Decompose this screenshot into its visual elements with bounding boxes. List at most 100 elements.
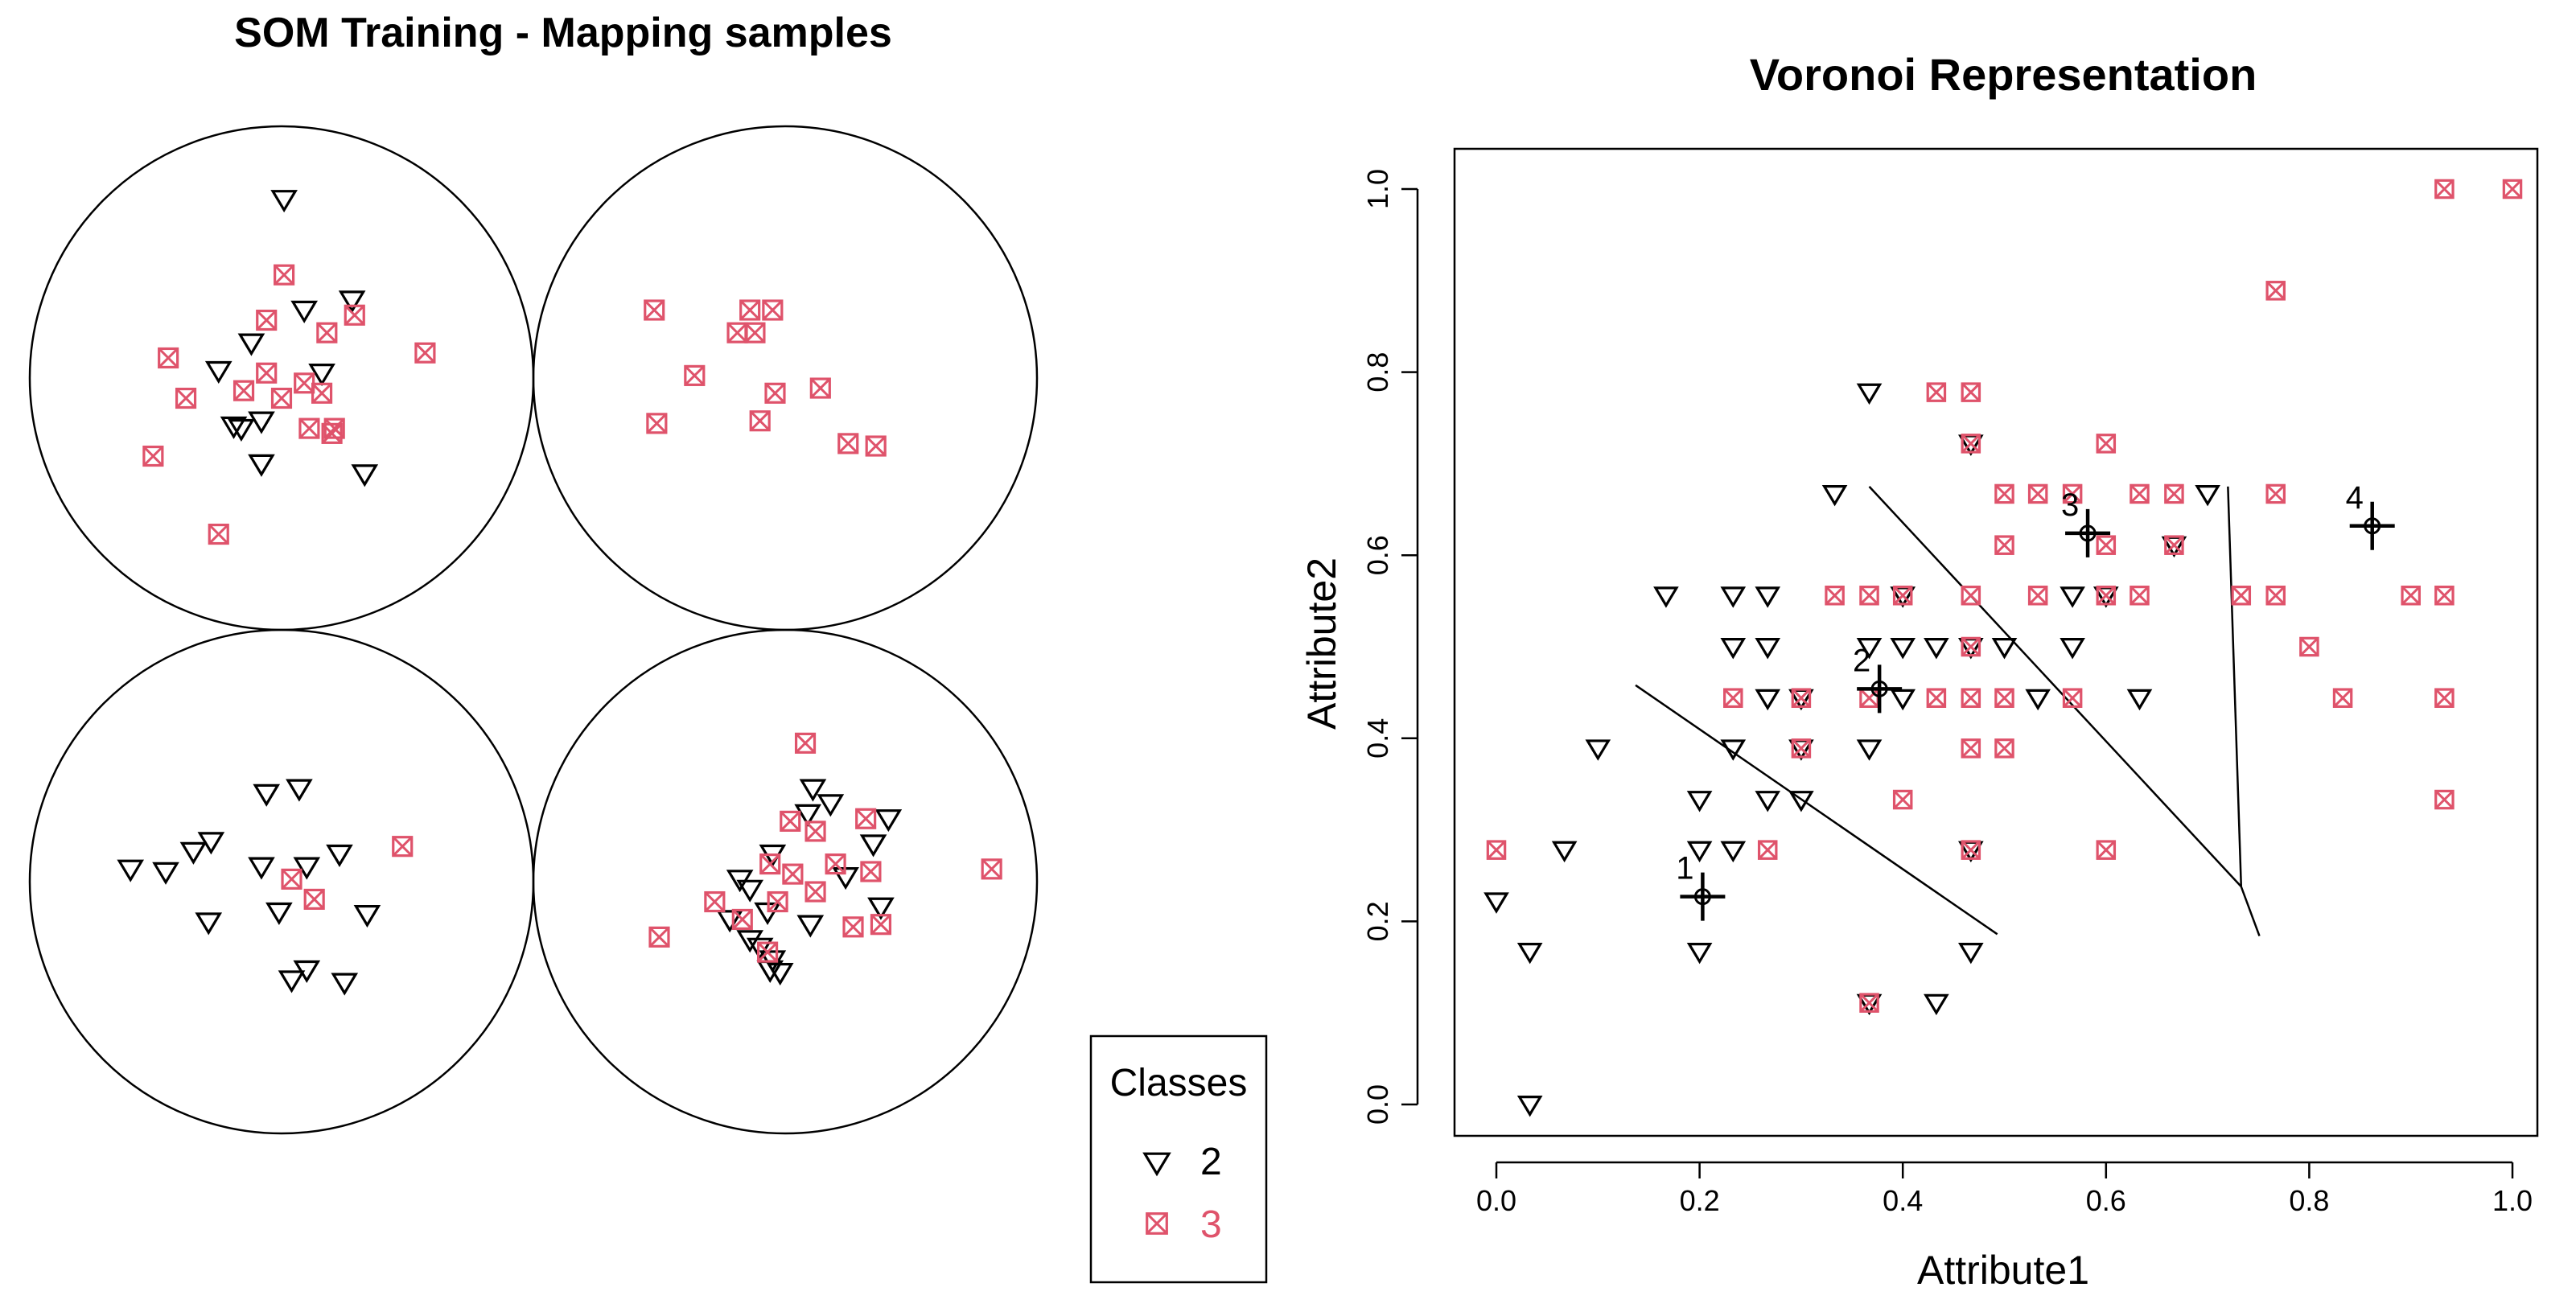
voronoi-point-class-3	[2096, 434, 2117, 454]
voronoi-point-class-3	[2062, 483, 2083, 504]
voronoi-point-class-3	[2096, 840, 2117, 860]
som-point-node-bottom-left-class-2	[286, 779, 313, 802]
x-tick-label: 0.4	[1883, 1184, 1923, 1217]
legend-title: Classes	[1110, 1062, 1248, 1104]
y-tick-label: 0.6	[1361, 535, 1394, 575]
voronoi-y-axis-label: Attribute2	[1299, 557, 1344, 730]
voronoi-point-class-3	[1994, 483, 2014, 504]
som-points	[117, 190, 1002, 996]
x-tick-label: 0.0	[1476, 1184, 1516, 1217]
voronoi-point-class-2	[1516, 1096, 1543, 1117]
som-point-node-bottom-right-class-2	[736, 879, 764, 903]
som-point-node-top-left-class-2	[270, 190, 298, 213]
voronoi-point-class-2	[2025, 689, 2051, 711]
som-point-node-top-left-class-2	[290, 300, 318, 323]
voronoi-point-class-2	[1686, 791, 1713, 812]
som-point-node-bottom-right-class-2	[799, 779, 827, 802]
voronoi-points	[1483, 179, 2523, 1117]
voronoi-point-class-2	[1924, 638, 1949, 660]
som-point-node-top-left-class-3	[321, 422, 343, 444]
som-point-node-bottom-left-class-2	[152, 862, 179, 885]
som-point-node-top-left-class-3	[142, 445, 164, 467]
som-point-node-bottom-left-class-2	[117, 859, 145, 882]
voronoi-point-class-3	[1757, 840, 1778, 860]
som-point-node-top-right-class-3	[739, 299, 761, 321]
x-tick-label: 1.0	[2492, 1184, 2533, 1217]
som-point-node-top-right-class-3	[764, 382, 786, 404]
som-node-circle-top-right	[532, 125, 1039, 631]
som-title: SOM Training - Mapping samples	[234, 10, 892, 56]
voronoi-point-class-3	[1892, 586, 1913, 606]
som-point-node-top-right-class-3	[837, 433, 859, 454]
som-node-circle-bottom-right	[532, 628, 1039, 1135]
voronoi-point-class-3	[1926, 688, 1947, 708]
voronoi-point-class-2	[1720, 841, 1747, 863]
som-point-node-top-right-class-3	[809, 377, 831, 399]
legend: Classes 2 3	[1089, 1034, 1268, 1284]
voronoi-point-class-2	[1720, 739, 1747, 761]
som-point-node-bottom-left-class-2	[179, 841, 208, 865]
voronoi-point-class-3	[2062, 688, 2083, 708]
x-tick-label: 0.2	[1680, 1184, 1720, 1217]
som-point-node-top-left-class-2	[237, 333, 265, 356]
som-point-node-bottom-right-class-3	[794, 732, 817, 754]
voronoi-point-class-3	[2027, 483, 2048, 504]
voronoi-point-class-3	[2231, 586, 2252, 606]
voronoi-edges	[1635, 485, 2261, 937]
voronoi-point-class-3	[1791, 688, 1812, 708]
voronoi-point-class-2	[1890, 689, 1916, 711]
som-point-node-top-left-class-3	[274, 264, 295, 286]
voronoi-point-class-3	[2164, 535, 2184, 555]
som-point-node-bottom-right-class-2	[817, 794, 845, 817]
voronoi-point-class-3	[1961, 840, 1981, 860]
voronoi-point-class-2	[1585, 739, 1611, 761]
voronoi-point-class-2	[1924, 993, 1949, 1016]
som-point-node-top-left-class-3	[175, 387, 197, 409]
voronoi-point-class-3	[2130, 483, 2150, 504]
voronoi-point-class-3	[2434, 179, 2455, 199]
voronoi-point-class-3	[1994, 738, 2014, 759]
codebook-vector-4: 4	[2346, 480, 2395, 550]
codebook-vector-3: 3	[2061, 487, 2111, 557]
voronoi-point-class-3	[2502, 179, 2523, 199]
som-point-node-top-right-class-3	[762, 299, 784, 321]
voronoi-point-class-3	[2027, 586, 2048, 606]
voronoi-edge	[2240, 886, 2261, 937]
som-point-node-bottom-right-class-3	[804, 881, 826, 903]
som-point-node-top-left-class-3	[316, 322, 338, 343]
som-point-node-bottom-left-class-2	[293, 857, 321, 880]
som-point-node-top-left-class-2	[228, 418, 255, 442]
som-point-node-bottom-left-class-3	[392, 836, 414, 858]
som-point-node-top-left-class-2	[338, 290, 366, 314]
som-point-node-top-left-class-3	[270, 387, 293, 409]
som-point-node-top-right-class-3	[684, 364, 706, 386]
som-point-node-top-left-class-3	[158, 347, 179, 369]
som-point-node-bottom-right-class-2	[716, 910, 743, 933]
voronoi-point-class-3	[1859, 993, 1879, 1013]
voronoi-point-class-3	[1994, 535, 2014, 555]
voronoi-point-class-3	[1961, 382, 1981, 402]
voronoi-point-class-3	[2096, 586, 2117, 606]
som-point-node-bottom-right-class-2	[766, 962, 794, 986]
voronoi-point-class-3	[2164, 483, 2184, 504]
som-point-node-bottom-left-class-2	[265, 902, 293, 925]
voronoi-point-class-3	[2096, 535, 2117, 555]
som-point-node-bottom-left-class-2	[248, 857, 275, 880]
y-tick-label: 0.0	[1361, 1084, 1394, 1125]
voronoi-point-class-2	[1686, 841, 1713, 863]
codebook-label: 2	[1853, 643, 1870, 678]
y-tick-label: 0.4	[1361, 718, 1394, 759]
codebook-label: 4	[2346, 480, 2364, 516]
som-point-node-bottom-right-class-3	[981, 858, 1002, 880]
voronoi-point-class-3	[2265, 483, 2286, 504]
som-point-node-bottom-right-class-3	[780, 810, 801, 832]
y-tick-label: 0.2	[1361, 901, 1394, 941]
x-tick-label: 0.8	[2289, 1184, 2329, 1217]
x-tick-label: 0.6	[2086, 1184, 2126, 1217]
voronoi-point-class-2	[2060, 586, 2085, 608]
voronoi-x-axis-label: Attribute1	[1917, 1248, 2089, 1293]
som-node-circle-top-left	[28, 125, 535, 631]
legend-label-class-3: 3	[1200, 1203, 1222, 1246]
voronoi-edge	[1635, 684, 1998, 936]
som-point-node-top-left-class-3	[414, 342, 436, 364]
